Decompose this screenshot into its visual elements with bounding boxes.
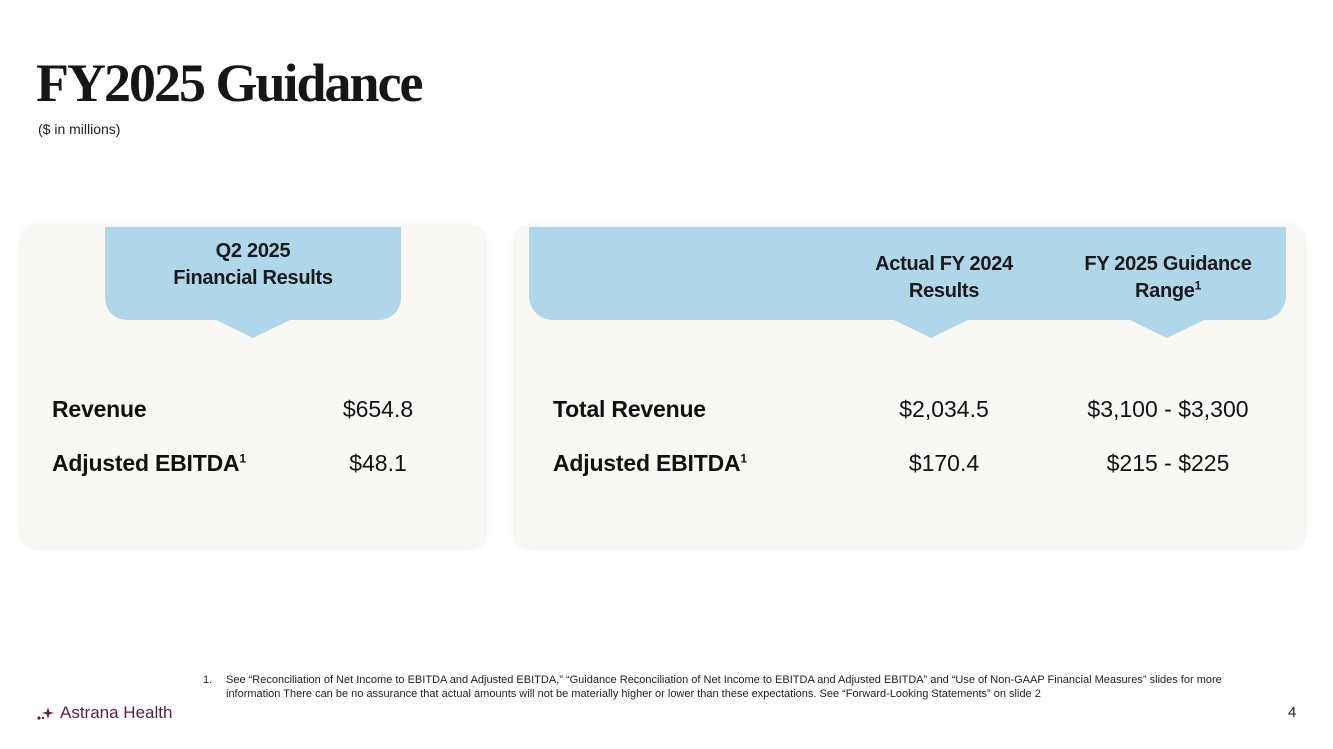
col-header-actual-fy2024: Actual FY 2024 Results [875, 253, 1013, 302]
left-row-revenue-value: $654.8 [342, 396, 414, 422]
footnote-ref: 1 [740, 451, 747, 466]
col-header-fy2025-guidance: FY 2025 Guidance Range1 [1084, 253, 1252, 302]
page-title: FY2025 Guidance [36, 53, 424, 113]
footnote-number: 1. [203, 674, 213, 686]
actual-header-pointer [894, 320, 968, 338]
footnote: 1. See “Reconciliation of Net Income to … [203, 673, 1263, 701]
right-row-ebitda-guidance: $215 - $225 [1106, 450, 1230, 476]
logo-text: Astrana Health [60, 703, 173, 722]
fy-guidance-header: Actual FY 2024 Results FY 2025 Guidance … [529, 227, 1286, 320]
q2-header-pointer [216, 320, 290, 338]
footnote-text: See “Reconciliation of Net Income to EBI… [226, 674, 1222, 700]
page-number: 4 [1288, 704, 1297, 721]
right-row-revenue-label: Total Revenue [553, 396, 706, 422]
q2-header-line2: Financial Results [173, 267, 333, 289]
right-row-revenue-guidance: $3,100 - $3,300 [1087, 396, 1249, 422]
footnote-ref: 1 [239, 451, 246, 466]
left-row-ebitda-value: $48.1 [349, 450, 407, 476]
footnote-ref: 1 [1194, 278, 1202, 293]
astrana-sparkle-icon [37, 707, 54, 720]
right-row-ebitda-actual: $170.4 [908, 450, 980, 476]
q2-results-header: Q2 2025 Financial Results [105, 227, 401, 320]
left-row-revenue-label: Revenue [52, 396, 147, 422]
guidance-header-pointer [1130, 320, 1204, 338]
q2-header-line1: Q2 2025 [215, 240, 291, 262]
units-note: ($ in millions) [38, 121, 121, 137]
right-row-revenue-actual: $2,034.5 [899, 396, 989, 422]
company-logo: Astrana Health [36, 703, 172, 723]
left-row-ebitda-label: Adjusted EBITDA1 [52, 450, 246, 476]
right-row-ebitda-label: Adjusted EBITDA1 [553, 450, 747, 476]
